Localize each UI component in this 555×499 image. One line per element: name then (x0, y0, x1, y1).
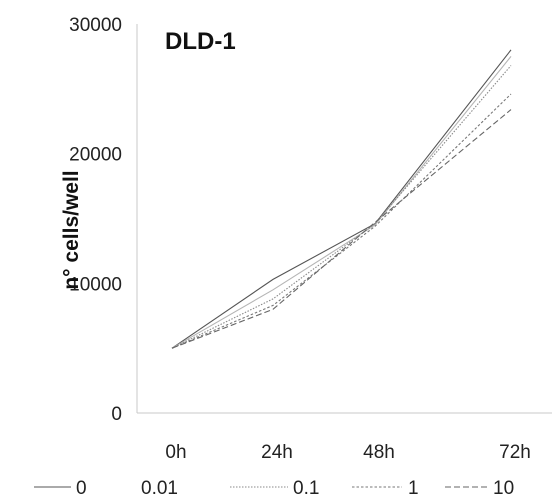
series-line-10 (172, 110, 511, 349)
x-tick-labels: 0h 24h 48h 72h (165, 442, 530, 463)
legend: 0 0.01 0.1 1 10 (34, 478, 514, 499)
chart-title: DLD-1 (165, 28, 236, 55)
x-tick-label: 72h (499, 442, 531, 463)
y-tick-label: 20000 (69, 145, 122, 166)
x-tick-label: 24h (261, 442, 293, 463)
x-tick-label: 48h (363, 442, 395, 463)
y-tick-label: 0 (111, 404, 122, 425)
y-axis-label: n° cells/well (60, 170, 83, 289)
legend-label: 1 (408, 478, 419, 499)
legend-label: 10 (493, 478, 514, 499)
legend-label: 0.1 (293, 478, 319, 499)
y-tick-label: 30000 (69, 15, 122, 36)
x-tick-label: 0h (165, 442, 186, 463)
series-lines (172, 50, 511, 348)
series-line-0_01 (172, 56, 511, 348)
legend-label: 0.01 (141, 478, 178, 499)
series-line-0_1 (172, 66, 511, 349)
legend-label: 0 (76, 478, 87, 499)
series-line-0 (172, 50, 511, 348)
series-line-1 (172, 94, 511, 348)
